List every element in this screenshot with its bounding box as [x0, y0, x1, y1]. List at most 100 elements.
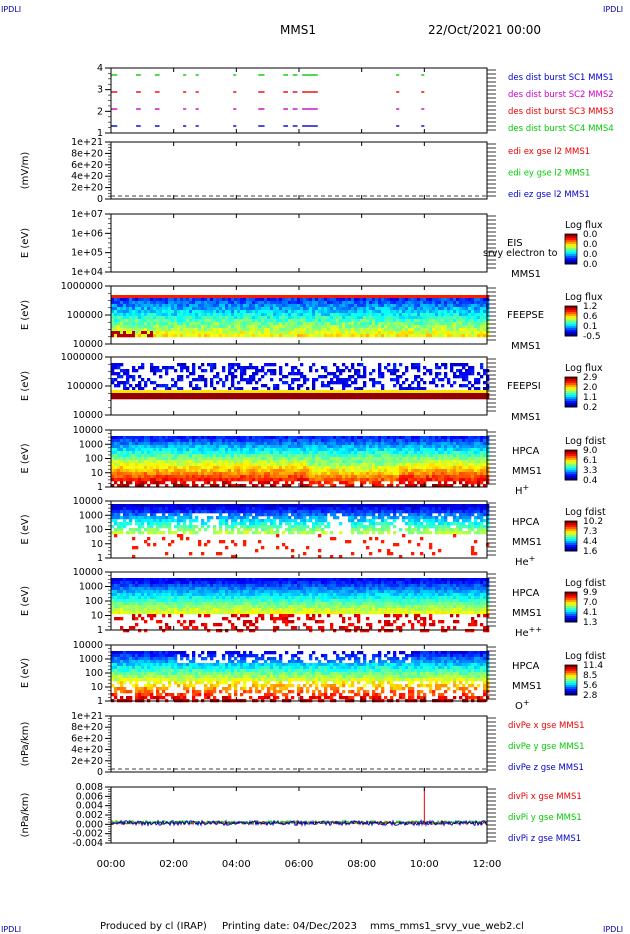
spectrogram-cell [471, 313, 475, 317]
spectrogram-cell [276, 313, 280, 317]
spectrogram-cell [174, 442, 178, 446]
spectrogram-cell [273, 310, 277, 314]
spectrogram-cell [171, 451, 175, 455]
spectrogram-cell [339, 472, 343, 476]
spectrogram-cell [279, 445, 283, 449]
spectrogram-cell [336, 331, 340, 335]
spectrogram-cell [438, 372, 442, 376]
spectrogram-cell [423, 372, 427, 376]
spectrogram-cell [444, 439, 448, 443]
spectrogram-cell [189, 469, 193, 473]
spectrogram-cell [471, 331, 475, 335]
spectrogram-cell [459, 396, 463, 400]
spectrogram-cell [378, 448, 382, 452]
spectrogram-cell [330, 328, 334, 332]
spectrogram-cell [153, 439, 157, 443]
spectrogram-cell [204, 381, 208, 385]
spectrogram-cell [285, 478, 289, 482]
spectrogram-cell [447, 381, 451, 385]
spectrogram-cell [354, 331, 358, 335]
spectrogram-cell [123, 448, 127, 452]
corner-label-top-right: IPDLI [603, 5, 623, 14]
spectrogram-cell [381, 316, 385, 320]
spectrogram-cell [333, 295, 337, 299]
spectrogram-cell [444, 466, 448, 470]
colorbar-cell [565, 240, 577, 243]
spectrogram-cell [471, 478, 475, 482]
spectrogram-cell [294, 372, 298, 376]
spectrogram-cell [384, 451, 388, 455]
spectrogram-cell [276, 445, 280, 449]
spectrogram-cell [318, 322, 322, 326]
spectrogram-cell [222, 445, 226, 449]
spectrogram-cell [204, 325, 208, 329]
colorbar-cell [565, 330, 577, 333]
spectrogram-cell [261, 325, 265, 329]
spectrogram-cell [321, 310, 325, 314]
spectrogram-cell [312, 469, 316, 473]
spectrogram-cell [477, 478, 481, 482]
spectrogram-cell [303, 390, 307, 394]
spectrogram-cell [120, 369, 124, 373]
spectrogram-cell [222, 448, 226, 452]
spectrogram-cell [282, 439, 286, 443]
spectrogram-cell [390, 372, 394, 376]
spectrogram-cell [264, 457, 268, 461]
spectrogram-cell [315, 457, 319, 461]
spectrogram-cell [390, 316, 394, 320]
spectrogram-cell [408, 448, 412, 452]
spectrogram-cell [162, 481, 166, 485]
spectrogram-cell [309, 436, 313, 440]
spectrogram-cell [390, 469, 394, 473]
spectrogram-cell [216, 472, 220, 476]
spectrogram-cell [474, 469, 478, 473]
spectrogram-cell [453, 436, 457, 440]
spectrogram-cell [360, 307, 364, 311]
spectrogram-cell [357, 325, 361, 329]
spectrogram-cell [270, 322, 274, 326]
spectrogram-cell [306, 475, 310, 479]
spectrogram-cell [396, 381, 400, 385]
colorbar-tick-label: 0.6 [583, 312, 598, 322]
spectrogram-cell [198, 387, 202, 391]
spectrogram-cell [237, 451, 241, 455]
spectrogram-cell [342, 393, 346, 397]
spectrogram-cell [441, 451, 445, 455]
spectrogram-cell [270, 295, 274, 299]
spectrogram-cell [378, 301, 382, 305]
spectrogram-cell [468, 396, 472, 400]
spectrogram-cell [423, 451, 427, 455]
colorbar-frame [564, 305, 578, 337]
spectrogram-cell [129, 472, 133, 476]
spectrogram-cell [276, 328, 280, 332]
spectrogram-cell [309, 295, 313, 299]
spectrogram-cell [417, 298, 421, 302]
spectrogram-cell [330, 439, 334, 443]
spectrogram-cell [309, 469, 313, 473]
spectrogram-cell [117, 442, 121, 446]
spectrogram-cell [432, 334, 436, 338]
spectrogram-cell [111, 295, 115, 299]
spectrogram-cell [441, 439, 445, 443]
spectrogram-cell [144, 436, 148, 440]
spectrogram-cell [465, 393, 469, 397]
spectrogram-cell [420, 454, 424, 458]
spectrogram-cell [336, 475, 340, 479]
spectrogram-cell [135, 478, 139, 482]
spectrogram-cell [480, 331, 484, 335]
spectrogram-cell [135, 481, 139, 485]
spectrogram-cell [180, 466, 184, 470]
spectrogram-cell [345, 319, 349, 323]
spectrogram-cell [468, 313, 472, 317]
spectrogram-cell [393, 366, 397, 370]
spectrogram-cell [186, 366, 190, 370]
spectrogram-cell [354, 466, 358, 470]
spectrogram-cell [387, 457, 391, 461]
spectrogram-cell [450, 319, 454, 323]
spectrogram-cell [225, 301, 229, 305]
spectrogram-cell [360, 448, 364, 452]
colorbar-cell [565, 238, 577, 241]
spectrogram-cell [405, 454, 409, 458]
spectrogram-cell [177, 448, 181, 452]
spectrogram-cell [264, 319, 268, 323]
